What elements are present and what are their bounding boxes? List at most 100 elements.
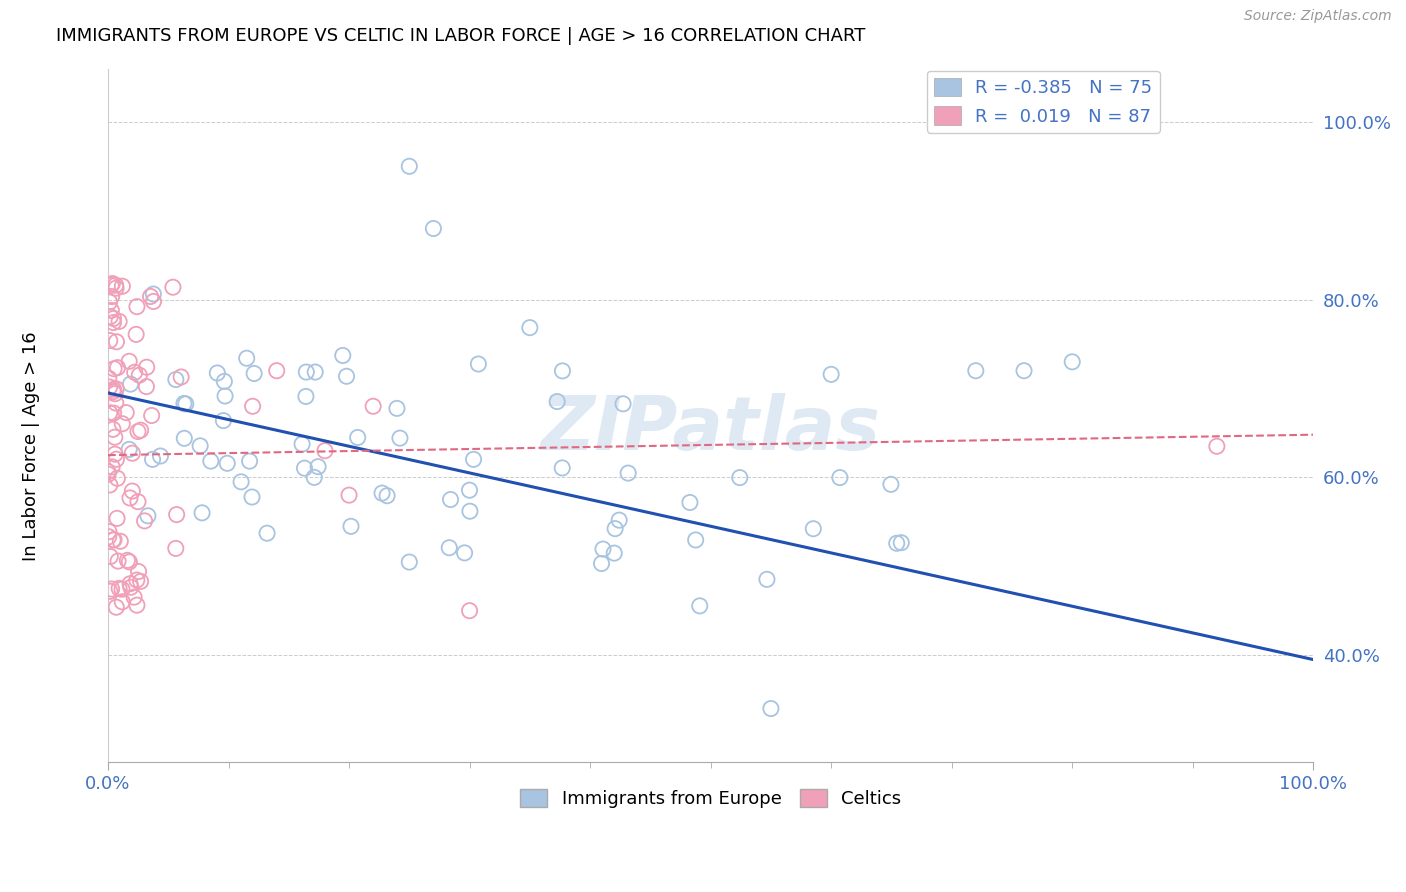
Point <box>101 533 124 547</box>
Point <box>104 386 127 401</box>
Point <box>120 580 142 594</box>
Point <box>97 465 120 479</box>
Point <box>291 437 314 451</box>
Point <box>307 459 329 474</box>
Point <box>519 320 541 334</box>
Point <box>685 533 707 547</box>
Point <box>335 369 357 384</box>
Point <box>551 364 574 378</box>
Point <box>111 417 134 431</box>
Point <box>98 406 121 420</box>
Point <box>100 278 122 293</box>
Point <box>120 377 142 392</box>
Point <box>100 289 122 303</box>
Point <box>294 461 316 475</box>
Point <box>398 555 420 569</box>
Point <box>229 475 252 489</box>
Point <box>467 357 489 371</box>
Point <box>188 439 211 453</box>
Point <box>103 533 125 547</box>
Point <box>103 382 125 396</box>
Point <box>110 534 132 549</box>
Point <box>458 483 481 498</box>
Point <box>551 461 574 475</box>
Point <box>170 370 193 384</box>
Point <box>422 221 444 235</box>
Point <box>135 379 157 393</box>
Point <box>458 504 481 518</box>
Point <box>361 399 384 413</box>
Point <box>890 535 912 549</box>
Point <box>755 572 778 586</box>
Point <box>295 389 318 403</box>
Point <box>97 467 120 482</box>
Text: IMMIGRANTS FROM EUROPE VS CELTIC IN LABOR FORCE | AGE > 16 CORRELATION CHART: IMMIGRANTS FROM EUROPE VS CELTIC IN LABO… <box>56 27 866 45</box>
Point <box>105 471 128 485</box>
Point <box>103 311 125 326</box>
Point <box>97 524 120 539</box>
Point <box>127 425 149 439</box>
Point <box>212 414 235 428</box>
Point <box>105 281 128 295</box>
Point <box>385 401 408 416</box>
Point <box>124 365 146 379</box>
Point <box>103 406 125 420</box>
Point <box>165 372 187 386</box>
Point <box>302 470 325 484</box>
Point <box>98 478 121 492</box>
Point <box>129 423 152 437</box>
Point <box>200 454 222 468</box>
Point <box>141 409 163 423</box>
Point <box>371 486 394 500</box>
Point <box>105 600 128 615</box>
Point <box>115 406 138 420</box>
Point <box>191 506 214 520</box>
Point <box>820 368 842 382</box>
Point <box>340 519 363 533</box>
Point <box>98 334 121 348</box>
Point <box>886 536 908 550</box>
Point <box>689 599 711 613</box>
Point <box>101 459 124 474</box>
Point <box>173 431 195 445</box>
Point <box>388 431 411 445</box>
Point <box>103 316 125 330</box>
Point <box>136 508 159 523</box>
Point <box>107 360 129 375</box>
Point <box>239 454 262 468</box>
Point <box>603 546 626 560</box>
Point <box>141 452 163 467</box>
Point <box>125 327 148 342</box>
Point <box>266 364 288 378</box>
Point <box>965 364 987 378</box>
Point <box>125 573 148 587</box>
Point <box>104 278 127 293</box>
Point <box>98 295 121 310</box>
Point <box>101 277 124 291</box>
Point <box>135 360 157 375</box>
Point <box>828 470 851 484</box>
Legend: Immigrants from Europe, Celtics: Immigrants from Europe, Celtics <box>513 781 908 815</box>
Point <box>759 701 782 715</box>
Point <box>398 159 420 173</box>
Point <box>118 354 141 368</box>
Text: In Labor Force | Age > 16: In Labor Force | Age > 16 <box>22 331 39 561</box>
Point <box>121 484 143 499</box>
Point <box>97 371 120 385</box>
Point <box>166 508 188 522</box>
Point <box>128 565 150 579</box>
Point <box>98 310 121 324</box>
Point <box>98 549 121 564</box>
Point <box>103 361 125 376</box>
Point <box>617 466 640 480</box>
Point <box>100 303 122 318</box>
Point <box>174 397 197 411</box>
Point <box>173 396 195 410</box>
Text: Source: ZipAtlas.com: Source: ZipAtlas.com <box>1244 9 1392 23</box>
Point <box>97 530 120 544</box>
Point <box>346 430 368 444</box>
Point <box>125 300 148 314</box>
Point <box>129 574 152 589</box>
Point <box>217 456 239 470</box>
Point <box>128 368 150 383</box>
